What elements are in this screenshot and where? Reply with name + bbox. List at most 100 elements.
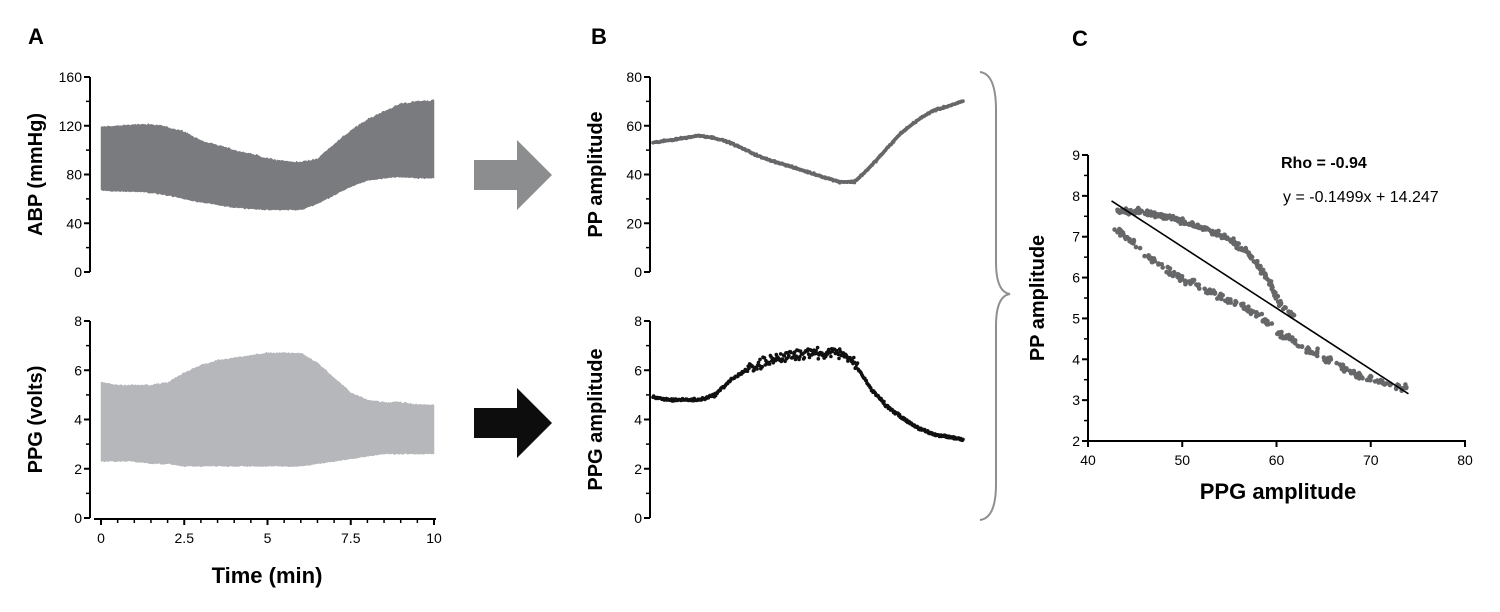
correlation-point (1259, 269, 1265, 275)
correlation-point (1248, 255, 1254, 261)
ppg-amplitude-point (787, 353, 791, 358)
correlation-point (1150, 212, 1155, 218)
correlation-point (1190, 223, 1196, 229)
abp-signal-band (100, 99, 435, 211)
y-tick-label: 4 (1072, 351, 1080, 367)
correlation-point (1190, 277, 1195, 283)
correlation-point (1277, 300, 1283, 305)
y-tick-label: 0 (74, 264, 82, 280)
correlation-point (1269, 286, 1275, 292)
regression-equation: y = -0.1499x + 14.247 (1283, 189, 1439, 206)
correlation-point (1266, 278, 1272, 283)
correlation-point (1136, 210, 1141, 216)
ppg-amplitude-point (747, 366, 751, 371)
y-axis-label: PPG (volts) (25, 366, 47, 474)
correlation-point (1136, 205, 1141, 211)
y-tick-label: 20 (626, 215, 642, 231)
y-tick-label: 5 (1072, 310, 1080, 326)
ppg-amplitude-point (760, 365, 764, 369)
correlation-point (1118, 231, 1123, 236)
correlation-point (1215, 229, 1220, 235)
correlation-point (1253, 314, 1259, 319)
correlation-point (1222, 232, 1227, 238)
correlation-point (1182, 278, 1188, 284)
correlation-point (1243, 307, 1249, 312)
x-tick-label: 7.5 (341, 530, 361, 546)
y-tick-label: 2 (1072, 433, 1080, 449)
correlation-point (1187, 221, 1192, 227)
y-tick-label: 40 (626, 167, 642, 183)
correlation-point (1118, 208, 1124, 213)
ppg-amplitude-point (825, 352, 829, 357)
y-tick-label: 120 (59, 118, 83, 134)
y-tick-label: 7 (1072, 229, 1080, 245)
correlation-point (1263, 273, 1269, 279)
correlation-point (1145, 208, 1150, 214)
pp-amplitude-chart: 0 20 40 60 80 PP amplitude (585, 69, 965, 280)
correlation-point (1305, 345, 1311, 350)
correlation-point (1334, 360, 1339, 366)
correlation-point (1290, 338, 1295, 344)
x-tick-label: 50 (1174, 452, 1190, 468)
y-axis-label: ABP (mmHg) (25, 113, 47, 236)
x-tick-label: 5 (264, 530, 272, 546)
regression-line (1111, 200, 1409, 395)
correlation-point (1367, 375, 1372, 380)
correlation-point (1166, 271, 1172, 276)
correlation-point (1354, 374, 1359, 380)
y-tick-label: 8 (634, 313, 642, 329)
pp-amplitude-point (961, 99, 965, 103)
ppg-amplitude-point (802, 355, 807, 360)
correlation-point (1246, 252, 1252, 258)
correlation-point (1372, 379, 1378, 384)
y-tick-label: 40 (66, 215, 82, 231)
correlation-point (1239, 301, 1244, 307)
ppg-amplitude-point (767, 362, 772, 366)
ppg-amplitude-point (815, 345, 820, 350)
correlation-point (1194, 224, 1200, 230)
panel-letter-b: B (591, 24, 607, 49)
ppg-amplitude-point (882, 399, 886, 404)
y-tick-label: 6 (1072, 270, 1080, 286)
correlation-point (1248, 308, 1254, 313)
y-tick-label: 4 (74, 412, 82, 428)
correlation-point (1212, 291, 1218, 296)
correlation-point (1179, 273, 1185, 279)
correlation-point (1258, 263, 1263, 269)
ppg-amplitude-point (798, 355, 802, 359)
ppg-amplitude-point (756, 360, 761, 365)
correlation-point (1240, 247, 1245, 252)
correlation-point (1156, 262, 1161, 267)
ppg-amplitude-point (758, 357, 762, 362)
correlation-point (1145, 212, 1151, 218)
correlation-point (1208, 288, 1213, 294)
ppg-amplitude-point (793, 357, 798, 362)
correlation-point (1169, 217, 1174, 222)
ppg-amplitude-point (836, 352, 841, 357)
correlation-point (1198, 224, 1204, 230)
abp-chart: 0 40 80 120 160 ABP (mmHg) (25, 69, 435, 280)
correlation-point (1266, 282, 1272, 287)
ppg-amplitude-point (797, 357, 801, 362)
correlation-point (1170, 273, 1176, 279)
correlation-point (1283, 305, 1288, 311)
panel-letter-a: A (28, 24, 44, 49)
y-tick-label: 80 (66, 167, 82, 183)
correlation-point (1236, 246, 1242, 252)
y-tick-label: 2 (74, 461, 82, 477)
correlation-point (1194, 282, 1199, 287)
correlation-point (1260, 319, 1266, 324)
y-tick-label: 8 (74, 313, 82, 329)
correlation-point (1259, 311, 1265, 317)
x-tick-label: 40 (1080, 452, 1096, 468)
correlation-chart: 2 3 4 5 6 7 8 9 PP amplitude 40 50 60 70 80 PPG amplit… (1027, 147, 1473, 504)
ppg-amplitude-point (783, 359, 787, 364)
correlation-point (1304, 350, 1309, 355)
correlation-point (1118, 227, 1123, 233)
correlation-point (1286, 332, 1292, 338)
ppg-amplitude-point (791, 355, 795, 359)
correlation-point (1151, 257, 1157, 262)
x-axis-label: Time (min) (212, 563, 323, 588)
x-tick-label: 2.5 (175, 530, 195, 546)
